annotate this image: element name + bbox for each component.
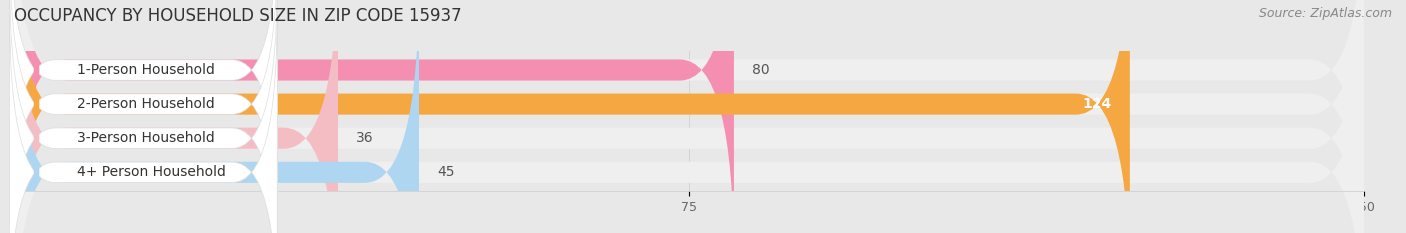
Text: 2-Person Household: 2-Person Household xyxy=(77,97,215,111)
Circle shape xyxy=(34,62,39,78)
FancyBboxPatch shape xyxy=(10,0,277,230)
FancyBboxPatch shape xyxy=(10,0,277,233)
Circle shape xyxy=(34,96,39,112)
FancyBboxPatch shape xyxy=(14,0,1364,233)
Text: 45: 45 xyxy=(437,165,454,179)
Text: 36: 36 xyxy=(356,131,374,145)
FancyBboxPatch shape xyxy=(10,0,277,233)
FancyBboxPatch shape xyxy=(14,0,337,233)
Text: 4+ Person Household: 4+ Person Household xyxy=(77,165,226,179)
Text: Source: ZipAtlas.com: Source: ZipAtlas.com xyxy=(1258,7,1392,20)
Text: 124: 124 xyxy=(1083,97,1112,111)
FancyBboxPatch shape xyxy=(10,12,277,233)
FancyBboxPatch shape xyxy=(14,0,734,233)
Text: 3-Person Household: 3-Person Household xyxy=(77,131,215,145)
FancyBboxPatch shape xyxy=(14,0,419,233)
FancyBboxPatch shape xyxy=(14,0,1130,233)
FancyBboxPatch shape xyxy=(14,0,1364,233)
FancyBboxPatch shape xyxy=(14,0,1364,233)
Text: OCCUPANCY BY HOUSEHOLD SIZE IN ZIP CODE 15937: OCCUPANCY BY HOUSEHOLD SIZE IN ZIP CODE … xyxy=(14,7,461,25)
Text: 80: 80 xyxy=(752,63,769,77)
Text: 1-Person Household: 1-Person Household xyxy=(77,63,215,77)
FancyBboxPatch shape xyxy=(14,0,1364,233)
Circle shape xyxy=(34,164,39,180)
Circle shape xyxy=(34,130,39,146)
